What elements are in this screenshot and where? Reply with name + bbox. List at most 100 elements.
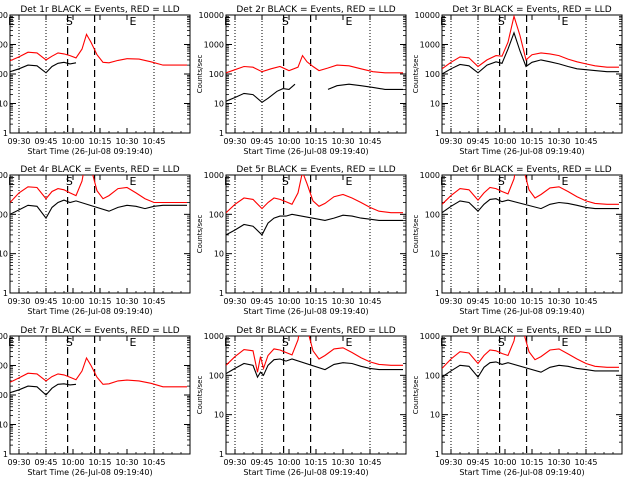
- y-tick-label: 10000: [415, 11, 440, 20]
- x-tick-label: 09:30: [7, 297, 30, 306]
- lld-series-line: [226, 336, 403, 373]
- lld-series-line: [10, 175, 187, 204]
- y-axis-label: Counts/sec: [196, 55, 204, 94]
- x-tick-label: 10:00: [277, 297, 300, 306]
- panel-title: Det 4r BLACK = Events, RED = LLD: [20, 165, 179, 175]
- interval-marker: S: [66, 175, 73, 188]
- x-tick-label: 10:30: [115, 458, 138, 467]
- panel-title: Det 1r BLACK = Events, RED = LLD: [20, 5, 179, 15]
- panel-title: Det 7r BLACK = Events, RED = LLD: [20, 326, 179, 336]
- events-series-line: [442, 198, 619, 214]
- y-tick-label: 1: [3, 129, 8, 138]
- x-tick-label: 09:30: [439, 458, 462, 467]
- x-tick-label: 10:15: [304, 137, 327, 146]
- x-tick-label: 09:45: [250, 297, 273, 306]
- panel-title: Det 9r BLACK = Events, RED = LLD: [452, 326, 611, 336]
- y-tick-label: 10: [0, 100, 8, 109]
- plot-frame: [9, 335, 191, 455]
- events-series-line: [327, 83, 403, 90]
- x-axis-label: Start Time (26-Jul-08 09:19:40): [243, 468, 368, 477]
- interval-marker: E: [130, 175, 137, 188]
- y-tick-label: 10: [214, 100, 224, 109]
- y-axis-label: Counts/sec: [412, 55, 420, 94]
- x-tick-label: 09:45: [34, 297, 57, 306]
- plot-frame: [225, 174, 407, 294]
- interval-marker: E: [440, 175, 447, 188]
- y-tick-label: 100: [209, 70, 224, 79]
- lld-series-line: [10, 33, 187, 66]
- x-tick-label: 10:45: [358, 297, 381, 306]
- interval-marker: E: [130, 15, 137, 28]
- x-axis-label: Start Time (26-Jul-08 09:19:40): [459, 147, 584, 156]
- y-tick-label: 1: [435, 129, 440, 138]
- x-tick-label: 09:30: [439, 137, 462, 146]
- y-tick-label: 10: [430, 411, 440, 420]
- y-axis-label: Counts/sec: [412, 215, 420, 254]
- x-axis-label: Start Time (26-Jul-08 09:19:40): [459, 307, 584, 316]
- y-tick-label: 100: [209, 371, 224, 380]
- interval-marker: E: [440, 336, 447, 349]
- detector-panel: Det 1r BLACK = Events, RED = LLD 1 10 100 10…: [0, 5, 191, 156]
- interval-marker: S: [498, 15, 505, 28]
- x-tick-label: 09:45: [466, 137, 489, 146]
- panel-title: Det 8r BLACK = Events, RED = LLD: [236, 326, 395, 336]
- y-tick-label: 100: [0, 210, 8, 219]
- y-tick-label: 1: [219, 289, 224, 298]
- x-tick-label: 10:00: [493, 137, 516, 146]
- detector-panel: Det 5r BLACK = Events, RED = LLD 1 10 100 10…: [196, 165, 407, 316]
- interval-marker: E: [8, 15, 15, 28]
- x-axis-label: Start Time (26-Jul-08 09:19:40): [243, 307, 368, 316]
- plot-frame: [441, 174, 623, 294]
- y-tick-label: 1000: [420, 41, 440, 50]
- y-tick-label: 10: [214, 250, 224, 259]
- y-tick-label: 1: [435, 289, 440, 298]
- x-tick-label: 10:30: [547, 297, 570, 306]
- x-tick-label: 09:45: [250, 137, 273, 146]
- panel-title: Det 6r BLACK = Events, RED = LLD: [452, 165, 611, 175]
- interval-marker: S: [498, 175, 505, 188]
- y-tick-label: 1000: [420, 332, 440, 341]
- events-series-line: [442, 361, 619, 379]
- interval-marker: E: [224, 336, 231, 349]
- y-tick-label: 100: [425, 210, 440, 219]
- x-tick-label: 10:00: [61, 458, 84, 467]
- y-tick-label: 1000: [0, 362, 8, 371]
- detector-panel: Det 6r BLACK = Events, RED = LLD 1 10 100 10…: [412, 165, 623, 316]
- x-tick-label: 10:00: [493, 297, 516, 306]
- interval-marker: S: [282, 336, 289, 349]
- y-tick-label: 1000: [0, 41, 8, 50]
- interval-marker: E: [224, 175, 231, 188]
- interval-marker: E: [8, 336, 15, 349]
- y-tick-label: 1000: [420, 171, 440, 180]
- events-series-line: [226, 213, 403, 236]
- y-tick-label: 100: [425, 70, 440, 79]
- y-tick-label: 10: [0, 250, 8, 259]
- x-tick-label: 09:45: [34, 458, 57, 467]
- x-tick-label: 10:15: [520, 137, 543, 146]
- y-tick-label: 100: [0, 70, 8, 79]
- events-series-line: [10, 383, 77, 396]
- x-tick-label: 09:45: [466, 297, 489, 306]
- interval-marker: E: [562, 336, 569, 349]
- events-series-line: [10, 199, 187, 220]
- lld-series-line: [226, 175, 403, 214]
- x-tick-label: 09:30: [223, 137, 246, 146]
- x-tick-label: 09:45: [466, 458, 489, 467]
- detector-panel: Det 3r BLACK = Events, RED = LLD 1 10 100 10…: [412, 5, 623, 156]
- detector-panel: Det 7r BLACK = Events, RED = LLD 1 10 100 10…: [0, 326, 191, 477]
- plot-frame: [9, 14, 191, 134]
- y-tick-label: 1: [219, 450, 224, 459]
- x-tick-label: 10:45: [574, 297, 597, 306]
- panel-title: Det 3r BLACK = Events, RED = LLD: [452, 5, 611, 15]
- y-tick-label: 100: [0, 391, 8, 400]
- y-tick-label: 1000: [0, 171, 8, 180]
- y-tick-label: 10: [430, 100, 440, 109]
- x-tick-label: 09:30: [7, 458, 30, 467]
- interval-marker: S: [282, 175, 289, 188]
- x-axis-label: Start Time (26-Jul-08 09:19:40): [27, 468, 152, 477]
- plot-frame: [441, 14, 623, 134]
- y-axis-label: Counts/sec: [412, 376, 420, 415]
- interval-marker: E: [346, 15, 353, 28]
- x-tick-label: 10:15: [88, 137, 111, 146]
- x-tick-label: 09:45: [34, 137, 57, 146]
